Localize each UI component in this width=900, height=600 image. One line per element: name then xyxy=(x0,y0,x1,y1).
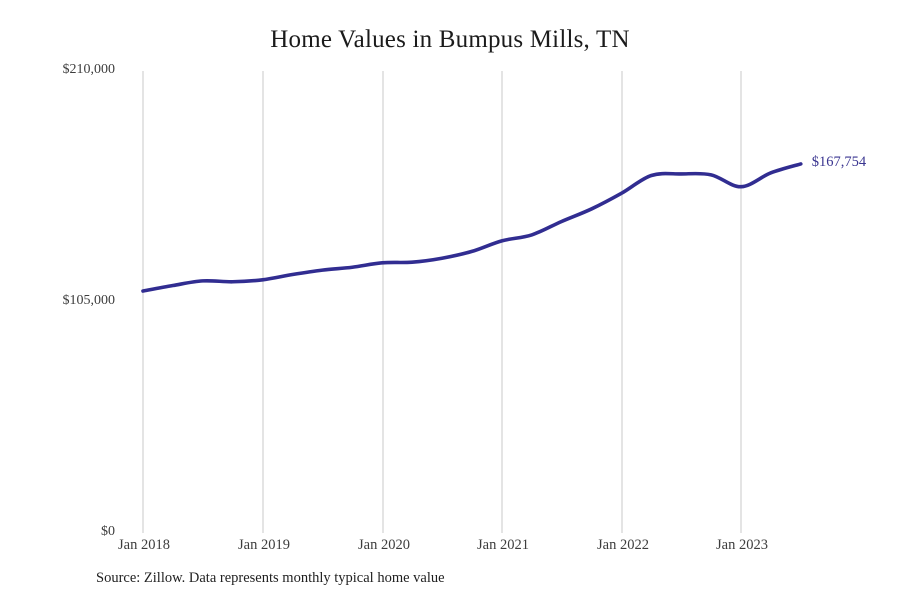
gridlines-group xyxy=(142,71,742,533)
end-point-value-label: $167,754 xyxy=(811,153,867,170)
x-tick-label: Jan 2023 xyxy=(716,537,768,553)
y-tick-label: $105,000 xyxy=(62,293,116,308)
x-tick-label: Jan 2020 xyxy=(358,537,410,553)
x-tick-label: Jan 2018 xyxy=(118,537,170,553)
chart-title: Home Values in Bumpus Mills, TN xyxy=(270,26,630,53)
y-tick-label: $0 xyxy=(101,524,115,539)
x-tick-label: Jan 2019 xyxy=(238,537,290,553)
home-value-line xyxy=(141,162,803,293)
x-tick-label: Jan 2022 xyxy=(597,537,649,553)
x-tick-label: Jan 2021 xyxy=(477,537,529,553)
source-note: Source: Zillow. Data represents monthly … xyxy=(96,570,445,586)
y-tick-label: $210,000 xyxy=(62,62,116,77)
